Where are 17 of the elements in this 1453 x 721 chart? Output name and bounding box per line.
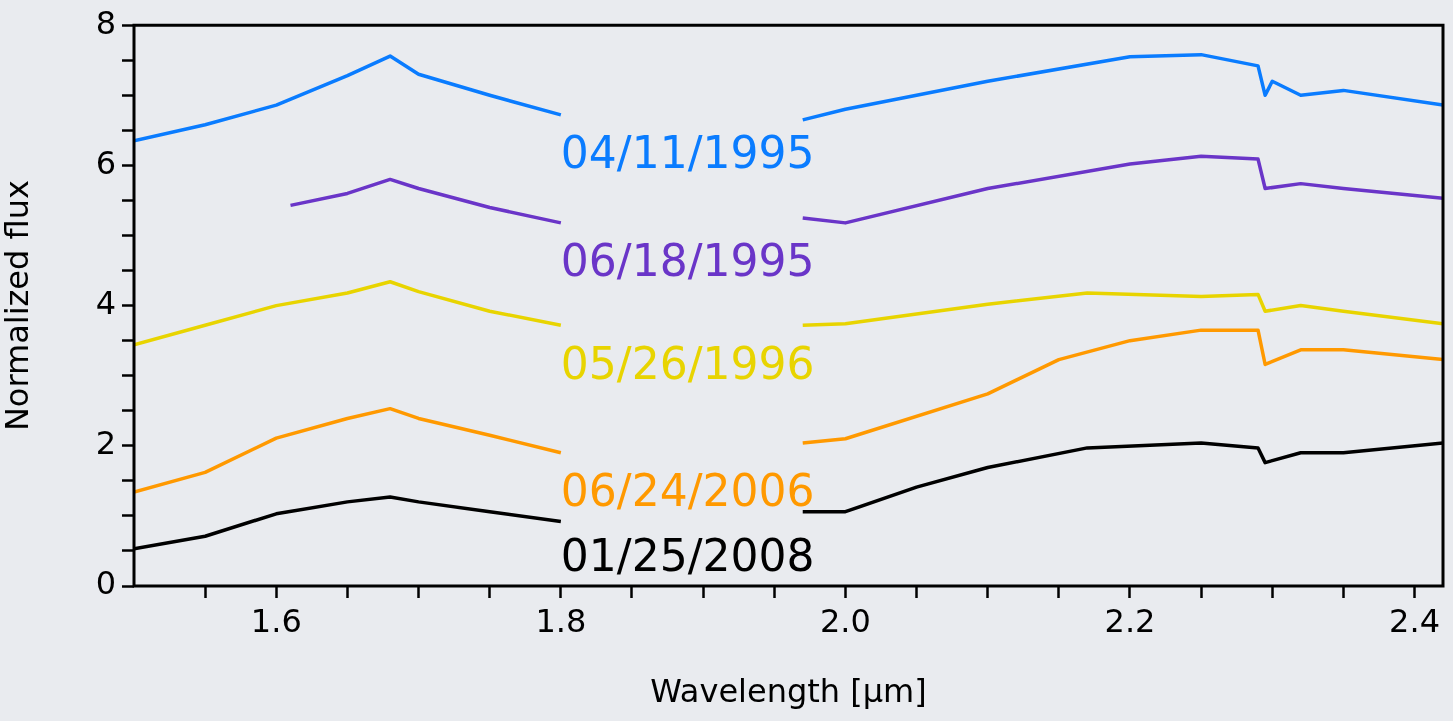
series-label: 04/11/1995 xyxy=(560,127,815,179)
series-label: 05/26/1996 xyxy=(560,337,815,389)
y-axis-title: Normalized flux xyxy=(0,180,36,432)
y-tick-label: 6 xyxy=(95,143,116,182)
series-label: 06/18/1995 xyxy=(560,235,815,287)
x-tick-label: 2.2 xyxy=(1104,601,1156,640)
x-tick-label: 1.6 xyxy=(250,601,302,640)
y-tick-label: 8 xyxy=(95,3,116,42)
series-label: 06/24/2006 xyxy=(560,465,815,517)
series-label: 01/25/2008 xyxy=(560,530,815,582)
y-tick-label: 0 xyxy=(95,564,116,603)
x-tick-label: 2.4 xyxy=(1389,601,1440,640)
y-tick-label: 4 xyxy=(95,283,116,322)
x-axis-title: Wavelength [μm] xyxy=(650,672,927,711)
x-tick-label: 2.0 xyxy=(819,601,871,640)
x-tick-label: 1.8 xyxy=(535,601,587,640)
y-tick-label: 2 xyxy=(95,424,116,463)
